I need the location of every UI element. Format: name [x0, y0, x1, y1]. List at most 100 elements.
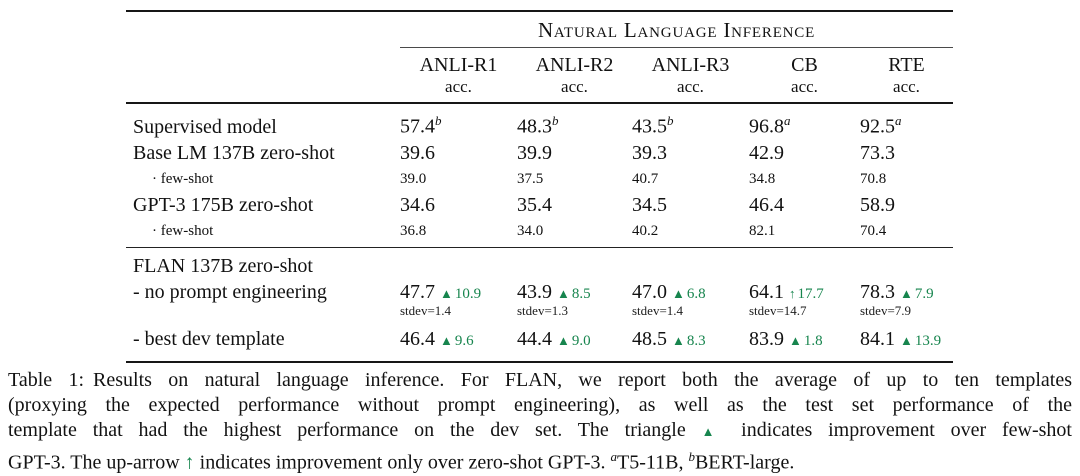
- caption-superscript-b: b: [688, 449, 695, 464]
- metric-cell: 46.4 ▲ 9.6: [400, 326, 517, 354]
- metric-cell: 34.5: [632, 192, 749, 218]
- column-subtitle: acc.: [677, 77, 704, 96]
- metric-cell: 70.8: [860, 166, 953, 192]
- improvement-delta: 8.3: [686, 332, 706, 349]
- column-subtitle: acc.: [561, 77, 588, 96]
- metric-cell: 34.6: [400, 192, 517, 218]
- metric-cell: 96.8a: [749, 108, 860, 140]
- metric-cell: 39.3: [632, 140, 749, 166]
- table-header: Natural Language Inference ANLI-R1 acc. …: [126, 12, 953, 104]
- metric-value: 42.9: [749, 141, 784, 164]
- table-row-base-lm-few-shot: · few-shot 39.0 37.5 40.7 34.8 70.8: [126, 166, 953, 192]
- metric-value: 57.4: [400, 115, 435, 138]
- metric-value: 43.9: [517, 280, 552, 303]
- metric-cell: 57.4b: [400, 108, 517, 140]
- improvement-marker-icon: ▲: [440, 332, 453, 348]
- improvement-marker-icon: ▲: [440, 285, 453, 301]
- improvement-delta: 13.9: [914, 332, 942, 349]
- baselines-section: Supervised model 57.4b 48.3b 43.5b 96.8a…: [126, 104, 953, 248]
- column-subtitle: acc.: [791, 77, 818, 96]
- metric-cell: 44.4 ▲ 9.0: [517, 326, 632, 354]
- caption-label: Table 1:: [8, 369, 85, 391]
- metric-superscript: b: [435, 113, 442, 128]
- stdev-note: stdev=1.4: [632, 302, 684, 318]
- metric-cell: 83.9 ▲ 1.8: [749, 326, 860, 354]
- stdev-note: stdev=1.3: [517, 302, 569, 318]
- caption-line: Table 1: Results on natural language infe…: [8, 368, 1072, 393]
- metric-cell: 39.6: [400, 140, 517, 166]
- column-subtitle: acc.: [445, 77, 472, 96]
- metric-cell: 40.2: [632, 218, 749, 244]
- improvement-marker-icon: ▲: [557, 285, 570, 301]
- table-row-gpt3-few-shot: · few-shot 36.8 34.0 40.2 82.1 70.4: [126, 218, 953, 244]
- metric-cell: 39.0: [400, 166, 517, 192]
- metric-value: 40.2: [632, 222, 659, 239]
- improvement-delta: 17.7: [797, 285, 824, 302]
- table-row-supervised: Supervised model 57.4b 48.3b 43.5b 96.8a…: [126, 108, 953, 140]
- column-header-cb: CB acc.: [749, 54, 860, 96]
- metric-value: 39.3: [632, 141, 667, 164]
- caption-text: indicates improvement only over zero-sho…: [194, 451, 611, 474]
- metric-value: 39.6: [400, 141, 435, 164]
- results-table: Natural Language Inference ANLI-R1 acc. …: [126, 10, 953, 363]
- metric-cell: 43.9 ▲ 8.5 stdev=1.3: [517, 279, 632, 317]
- metric-cell: 34.0: [517, 218, 632, 244]
- row-label: - no prompt engineering: [133, 280, 327, 303]
- metric-value: 96.8: [749, 115, 784, 138]
- caption-text: GPT-3. The up-arrow: [8, 451, 185, 474]
- metric-value: 84.1: [860, 327, 895, 350]
- metric-cell: 48.5 ▲ 8.3: [632, 326, 749, 354]
- improvement-delta: 1.8: [803, 332, 823, 349]
- column-name: ANLI-R2: [535, 54, 614, 76]
- metric-cell: 40.7: [632, 166, 749, 192]
- metric-value: 48.3: [517, 115, 552, 138]
- metric-cell: 70.4: [860, 218, 953, 244]
- metric-cell: 92.5a: [860, 108, 953, 140]
- caption-text: Results on natural language inference. F…: [93, 369, 1073, 391]
- table-row-best-dev-template: - best dev template 46.4 ▲ 9.6 44.4 ▲ 9.0 48…: [126, 326, 953, 354]
- metric-cell: 47.0 ▲ 6.8 stdev=1.4: [632, 279, 749, 317]
- metric-value: 47.7: [400, 280, 435, 303]
- column-header-row: ANLI-R1 acc. ANLI-R2 acc. ANLI-R3 acc. C…: [126, 48, 953, 102]
- caption-text: template that had the highest performanc…: [8, 419, 702, 441]
- row-label: GPT-3 175B zero-shot: [133, 193, 314, 216]
- caption-line: template that had the highest performanc…: [8, 418, 1072, 444]
- metric-cell: 78.3 ▲ 7.9 stdev=7.9: [860, 279, 953, 317]
- group-header-row: Natural Language Inference: [126, 12, 953, 48]
- caption-line: GPT-3. The up-arrow ↑ indicates improvem…: [8, 444, 1072, 476]
- metric-cell: 47.7 ▲ 10.9 stdev=1.4: [400, 279, 517, 317]
- column-name: ANLI-R1: [419, 54, 498, 76]
- row-label: · few-shot: [152, 170, 214, 187]
- metric-value: 39.0: [400, 170, 427, 187]
- row-label: FLAN 137B zero-shot: [133, 254, 313, 277]
- row-label: Supervised model: [133, 115, 277, 138]
- metric-cell: 34.8: [749, 166, 860, 192]
- improvement-delta: 7.9: [914, 285, 934, 302]
- row-label: · few-shot: [152, 222, 214, 239]
- metric-value: 82.1: [749, 222, 776, 239]
- metric-value: 34.8: [749, 170, 776, 187]
- table-row-base-lm: Base LM 137B zero-shot 39.6 39.9 39.3 42…: [126, 140, 953, 166]
- metric-superscript: a: [784, 113, 791, 128]
- improvement-marker-icon: ↑: [789, 285, 796, 301]
- caption-text: (proxying the expected performance witho…: [8, 394, 1072, 416]
- metric-value: 78.3: [860, 280, 895, 303]
- metric-cell: 73.3: [860, 140, 953, 166]
- metric-value: 46.4: [400, 327, 435, 350]
- metric-value: 44.4: [517, 327, 552, 350]
- stdev-note: stdev=1.4: [400, 302, 452, 318]
- metric-cell: 58.9: [860, 192, 953, 218]
- metric-cell: 82.1: [749, 218, 860, 244]
- metric-value: 34.5: [632, 193, 667, 216]
- metric-cell: 42.9: [749, 140, 860, 166]
- metric-value: 34.6: [400, 193, 435, 216]
- metric-value: 92.5: [860, 115, 895, 138]
- caption-line: (proxying the expected performance witho…: [8, 393, 1072, 418]
- row-label: - best dev template: [133, 327, 285, 350]
- up-arrow-icon: ↑: [184, 451, 195, 474]
- caption-text: indicates improvement over few-shot: [725, 419, 1072, 441]
- metric-cell: 46.4: [749, 192, 860, 218]
- triangle-up-icon: ▲: [701, 424, 726, 439]
- column-header-rte: RTE acc.: [860, 54, 953, 96]
- metric-value: 40.7: [632, 170, 659, 187]
